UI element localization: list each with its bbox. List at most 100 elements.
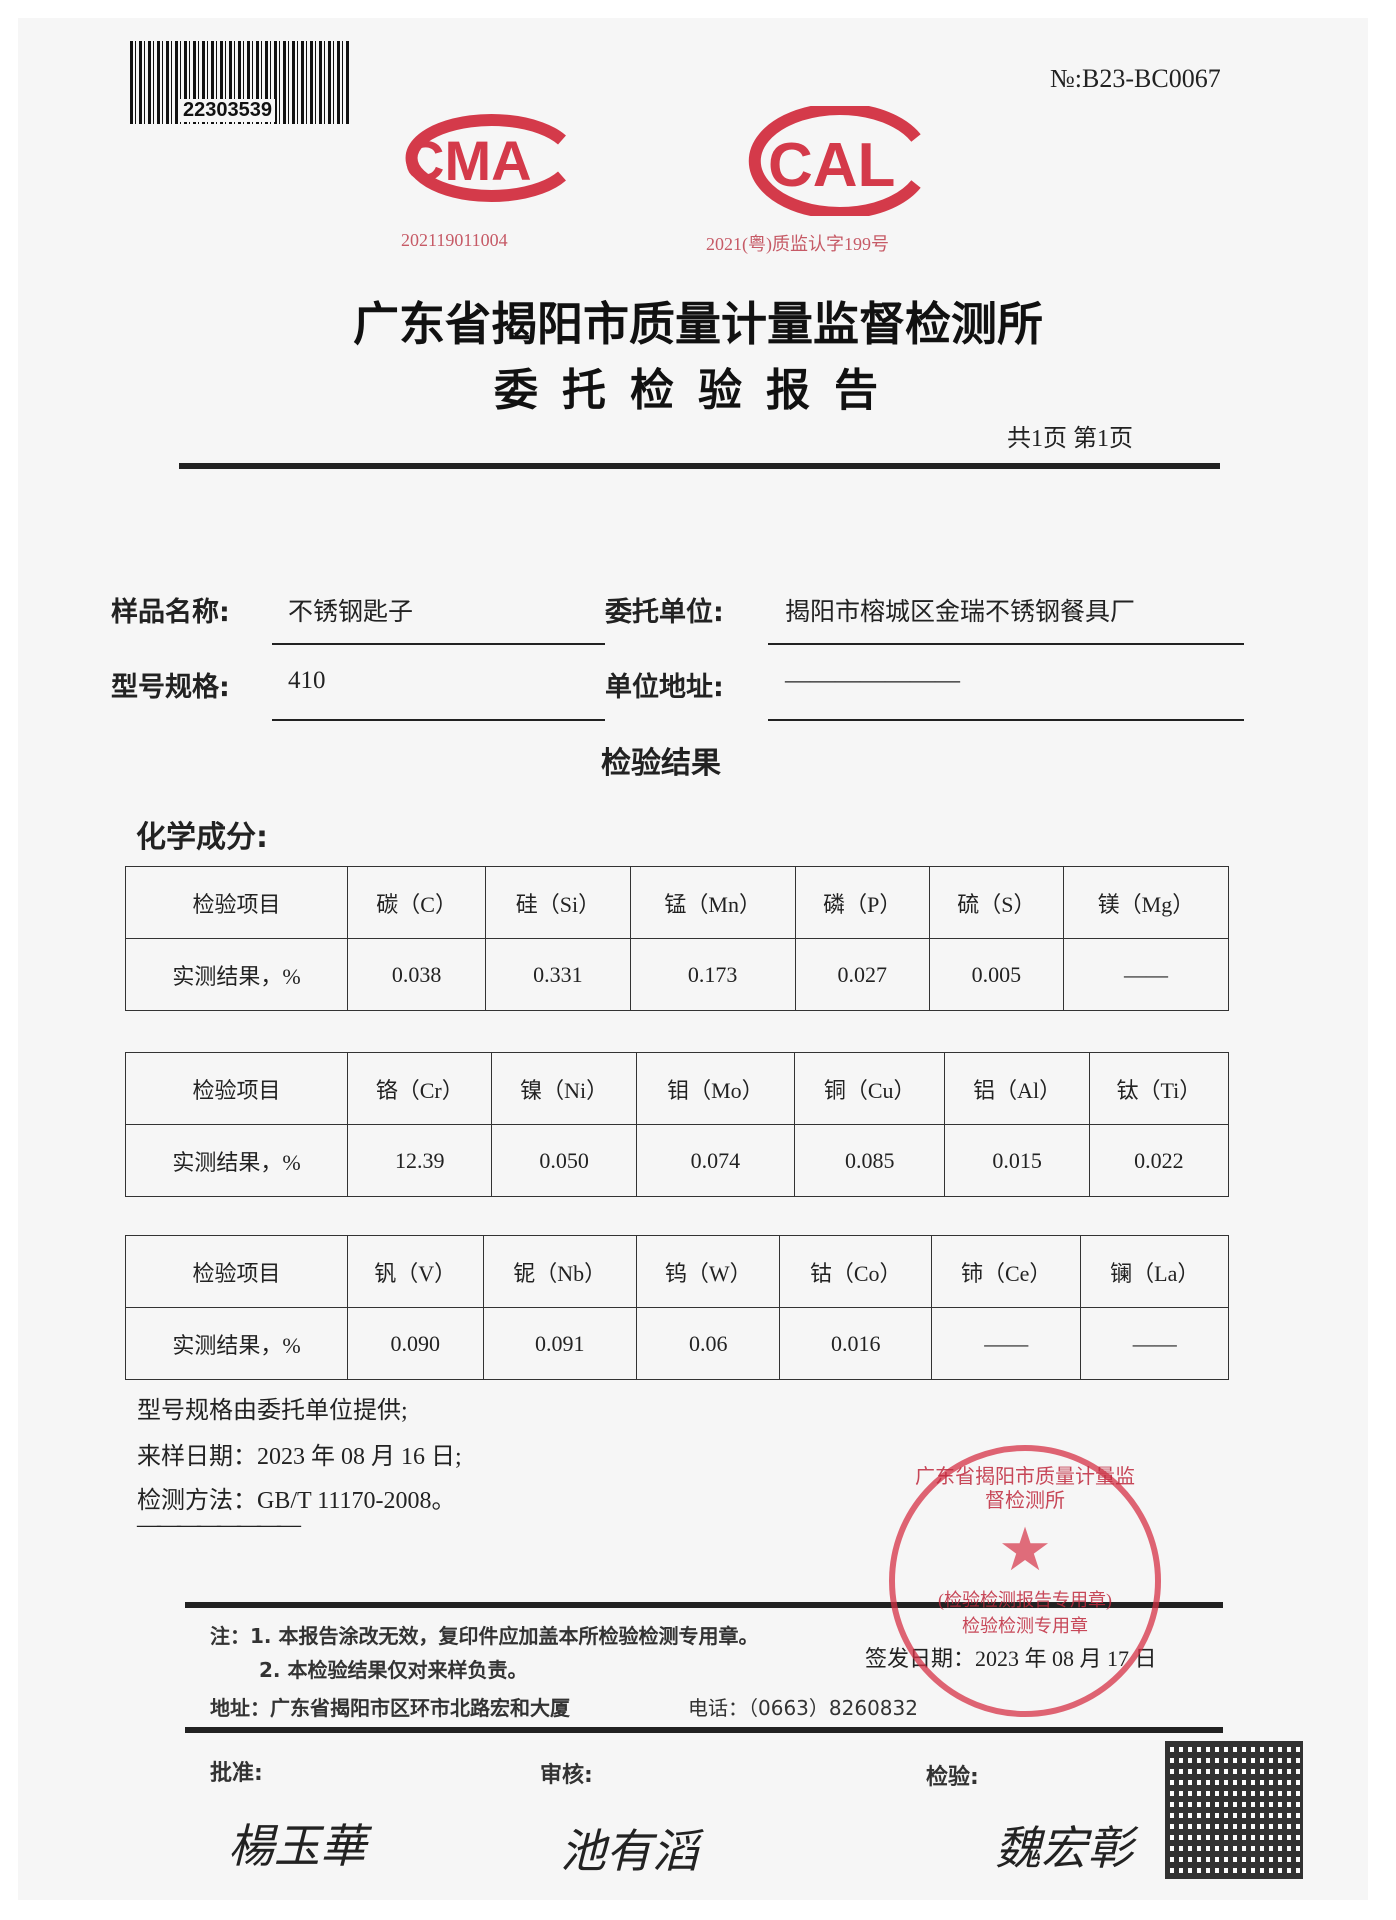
- stamp-subtext: (检验检测报告专用章): [938, 1590, 1112, 1610]
- lab-phone: 电话：（0663）8260832: [688, 1696, 918, 1720]
- underline: [272, 643, 605, 645]
- table-row: 实测结果，% 0.038 0.331 0.173 0.027 0.005 ——: [125, 938, 1230, 1011]
- table-cell: 检验项目: [125, 1235, 348, 1308]
- results-table-3: 检验项目 钒（V） 铌（Nb） 钨（W） 钴（Co） 铈（Ce） 镧（La） 实…: [125, 1235, 1229, 1380]
- footer-divider-top: [185, 1602, 1223, 1608]
- table-cell: 实测结果，%: [125, 938, 348, 1011]
- table-cell: 0.074: [635, 1124, 796, 1197]
- table-cell: 镍（Ni）: [491, 1052, 637, 1125]
- table-cell: 0.015: [944, 1124, 1090, 1197]
- address-value: ———————: [785, 667, 960, 694]
- table-cell: 0.016: [779, 1307, 932, 1380]
- table-cell: 实测结果，%: [125, 1124, 348, 1197]
- table-cell: 铈（Ce）: [930, 1235, 1082, 1308]
- sample-name-label: 样品名称:: [111, 597, 230, 628]
- stamp-text: 广东省揭阳市质量计量监督检测所: [915, 1466, 1135, 1512]
- results-table-1: 检验项目 碳（C） 硅（Si） 锰（Mn） 磷（P） 硫（S） 镁（Mg） 实测…: [125, 866, 1230, 1011]
- table-cell: 碳（C）: [346, 866, 487, 939]
- star-icon: ★: [998, 1517, 1052, 1583]
- table-cell: 0.085: [794, 1124, 946, 1197]
- review-label: 审核:: [540, 1763, 593, 1788]
- stamp-bottom-text: 检验检测专用章: [962, 1616, 1088, 1636]
- table-cell: 0.331: [485, 938, 631, 1011]
- model-value: 410: [288, 667, 326, 694]
- model-label: 型号规格:: [111, 672, 230, 703]
- barcode-number: 22303539: [180, 99, 275, 122]
- cal-number: 2021(粤)质监认字199号: [706, 234, 889, 254]
- table-cell: 镁（Mg）: [1062, 866, 1230, 939]
- inspect-label: 检验:: [926, 1765, 979, 1790]
- note-test-method: 检测方法：GB/T 11170-2008。: [137, 1488, 456, 1514]
- table-cell: 锰（Mn）: [629, 866, 796, 939]
- table-cell: 钨（W）: [635, 1235, 781, 1308]
- underline: [272, 719, 605, 721]
- underline: [768, 719, 1244, 721]
- cal-logo-text: CAL: [768, 131, 895, 200]
- page-count: 共1页 第1页: [1007, 426, 1133, 452]
- table-header-row: 检验项目 铬（Cr） 镍（Ni） 钼（Mo） 铜（Cu） 铝（Al） 钛（Ti）: [125, 1052, 1230, 1125]
- cma-number: 202119011004: [401, 230, 508, 250]
- table-cell: 磷（P）: [794, 866, 930, 939]
- cma-logo-text: CMA: [404, 129, 532, 192]
- approver-signature: 楊玉華: [228, 1819, 366, 1873]
- table-row: 实测结果，% 0.090 0.091 0.06 0.016 —— ——: [125, 1307, 1229, 1380]
- table-cell: ——: [1062, 938, 1230, 1011]
- table-cell: ——: [930, 1307, 1082, 1380]
- section-chemical-composition: 化学成分:: [136, 820, 268, 855]
- table-cell: 检验项目: [125, 866, 348, 939]
- table-cell: 钴（Co）: [779, 1235, 932, 1308]
- table-cell: 0.06: [635, 1307, 781, 1380]
- cal-logo: CAL: [748, 106, 921, 216]
- table-row: 实测结果，% 12.39 0.050 0.074 0.085 0.015 0.0…: [125, 1124, 1230, 1197]
- reviewer-signature: 池有滔: [560, 1824, 698, 1878]
- table-cell: 0.091: [482, 1307, 637, 1380]
- table-header-row: 检验项目 钒（V） 铌（Nb） 钨（W） 钴（Co） 铈（Ce） 镧（La）: [125, 1235, 1229, 1308]
- table-cell: 0.090: [347, 1307, 484, 1380]
- table-cell: 铜（Cu）: [794, 1052, 946, 1125]
- table-cell: 0.038: [346, 938, 487, 1011]
- table-cell: 镧（La）: [1080, 1235, 1229, 1308]
- client-value: 揭阳市榕城区金瑞不锈钢餐具厂: [785, 599, 1136, 626]
- official-seal-stamp: 广东省揭阳市质量计量监督检测所 ★ (检验检测报告专用章) 检验检测专用章: [889, 1445, 1161, 1717]
- table-header-row: 检验项目 碳（C） 硅（Si） 锰（Mn） 磷（P） 硫（S） 镁（Mg）: [125, 866, 1230, 939]
- table-cell: 0.027: [794, 938, 930, 1011]
- note-sample-date: 来样日期：2023 年 08 月 16 日;: [137, 1444, 462, 1470]
- table-cell: 12.39: [346, 1124, 493, 1197]
- table-cell: 0.022: [1088, 1124, 1230, 1197]
- results-table-2: 检验项目 铬（Cr） 镍（Ni） 钼（Mo） 铜（Cu） 铝（Al） 钛（Ti）…: [125, 1052, 1230, 1197]
- inspector-signature: 魏宏彰: [995, 1821, 1133, 1875]
- cma-logo: CMA: [404, 114, 566, 202]
- table-cell: 0.050: [491, 1124, 637, 1197]
- header-divider: [179, 463, 1220, 469]
- results-heading: 检验结果: [601, 746, 721, 781]
- qr-code[interactable]: [1165, 1741, 1303, 1879]
- footer-note-1: 注：1. 本报告涂改无效，复印件应加盖本所检验检测专用章。: [210, 1624, 759, 1648]
- address-label: 单位地址:: [605, 672, 724, 703]
- table-cell: 实测结果，%: [125, 1307, 348, 1380]
- table-cell: ——: [1080, 1307, 1229, 1380]
- table-cell: 钛（Ti）: [1088, 1052, 1230, 1125]
- table-cell: 铝（Al）: [944, 1052, 1090, 1125]
- table-cell: 铌（Nb）: [482, 1235, 637, 1308]
- organization-title: 广东省揭阳市质量计量监督检测所: [353, 297, 1043, 351]
- footer-divider-bottom: [185, 1727, 1223, 1733]
- report-number: №:B23-BC0067: [1050, 64, 1221, 93]
- client-label: 委托单位:: [605, 597, 724, 628]
- sample-name-value: 不锈钢匙子: [288, 599, 414, 626]
- document-title: 委托检验报告: [494, 365, 902, 416]
- table-cell: 0.173: [629, 938, 796, 1011]
- table-cell: 检验项目: [125, 1052, 348, 1125]
- table-cell: 硫（S）: [928, 866, 1064, 939]
- table-cell: 铬（Cr）: [346, 1052, 493, 1125]
- table-cell: 0.005: [928, 938, 1064, 1011]
- footer-note-2: 2. 本检验结果仅对来样负责。: [259, 1658, 528, 1682]
- table-cell: 钼（Mo）: [635, 1052, 796, 1125]
- lab-address: 地址：广东省揭阳市区环市北路宏和大厦: [210, 1696, 570, 1720]
- table-cell: 硅（Si）: [485, 866, 631, 939]
- underline: [768, 643, 1244, 645]
- approve-label: 批准:: [210, 1761, 263, 1786]
- end-dashes: ————————: [137, 1512, 301, 1538]
- table-cell: 钒（V）: [347, 1235, 484, 1308]
- note-model-source: 型号规格由委托单位提供;: [137, 1398, 408, 1424]
- barcode: 22303539: [130, 41, 350, 124]
